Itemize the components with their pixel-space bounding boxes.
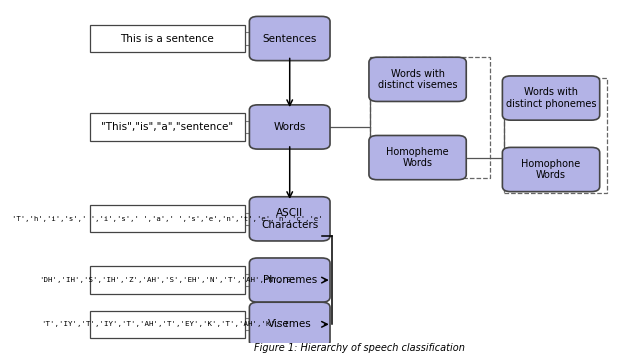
Text: This is a sentence: This is a sentence	[120, 34, 214, 44]
Text: Homophone
Words: Homophone Words	[522, 159, 580, 180]
Bar	[371, 57, 490, 178]
Text: Homopheme
Words: Homopheme Words	[387, 147, 449, 169]
FancyBboxPatch shape	[250, 16, 330, 61]
Text: 'T','h','i','s',' ','i','s',' ','a',' ','s','e','n','t','e','n','c','e': 'T','h','i','s',' ','i','s',' ','a',' ',…	[12, 216, 323, 222]
FancyBboxPatch shape	[369, 57, 467, 102]
Bar	[90, 267, 245, 294]
Text: Figure 1: Hierarchy of speech classification: Figure 1: Hierarchy of speech classifica…	[254, 343, 465, 353]
FancyBboxPatch shape	[250, 302, 330, 347]
Bar	[90, 113, 245, 141]
Text: Visemes: Visemes	[268, 319, 312, 329]
Text: ASCII
Characters: ASCII Characters	[261, 208, 318, 230]
FancyBboxPatch shape	[250, 197, 330, 241]
Text: Words with
distinct visemes: Words with distinct visemes	[378, 69, 458, 90]
Bar	[504, 78, 607, 193]
Text: Phonemes: Phonemes	[262, 275, 317, 285]
Bar	[90, 205, 245, 233]
FancyBboxPatch shape	[250, 105, 330, 149]
Bar	[90, 311, 245, 338]
FancyBboxPatch shape	[502, 147, 600, 192]
FancyBboxPatch shape	[250, 258, 330, 302]
Text: 'DH','IH','S','IH','Z','AH','S','EH','N','T','AH','N','S': 'DH','IH','S','IH','Z','AH','S','EH','N'…	[39, 277, 296, 283]
Text: "This","is","a","sentence": "This","is","a","sentence"	[101, 122, 234, 132]
FancyBboxPatch shape	[369, 136, 467, 180]
FancyBboxPatch shape	[502, 76, 600, 120]
Bar	[90, 25, 245, 52]
Text: Words with
distinct phonemes: Words with distinct phonemes	[506, 87, 596, 109]
Text: Words: Words	[273, 122, 306, 132]
Text: 'T','IY','T','IY','T','AH','T','EY','K','T','AH','K','T': 'T','IY','T','IY','T','AH','T','EY','K',…	[42, 321, 293, 327]
Text: Sentences: Sentences	[262, 34, 317, 44]
